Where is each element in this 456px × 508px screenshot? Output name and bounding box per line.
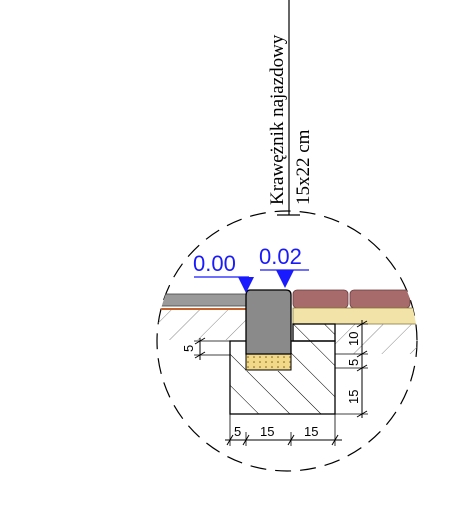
curb-label-name: Krawężnik najazdowy — [267, 34, 288, 205]
curb — [245, 289, 292, 355]
paver-row — [292, 289, 417, 309]
dimension-right-vertical: 10 5 15 — [335, 320, 368, 418]
paver — [411, 289, 417, 309]
paver — [292, 289, 349, 309]
curb-label-size: 15x22 cm — [293, 129, 314, 205]
sand-bed — [292, 307, 417, 325]
right-subbase — [335, 324, 417, 354]
dimension-bottom-horizontal: 5 15 15 — [225, 414, 342, 446]
level-marker-left: 0.00 — [193, 251, 254, 293]
paver — [349, 289, 411, 309]
level-right-triangle — [276, 270, 294, 288]
curb-label: Krawężnik najazdowy 15x22 cm — [267, 0, 314, 216]
level-left-triangle — [238, 277, 254, 293]
level-left-value: 0.00 — [193, 251, 236, 276]
dim-bottom-15-left: 15 — [260, 424, 274, 439]
mortar-texture — [246, 354, 291, 370]
dim-bottom-15-right: 15 — [304, 424, 318, 439]
dim-right-5: 5 — [346, 359, 361, 366]
dim-right-10: 10 — [346, 332, 361, 346]
left-subbase — [157, 310, 248, 340]
dim-right-15: 15 — [346, 390, 361, 404]
dimension-left-vertical: 5 — [181, 337, 230, 360]
level-marker-right: 0.02 — [259, 244, 309, 288]
dim-bottom-5: 5 — [234, 424, 241, 439]
section-content — [157, 289, 417, 415]
dim-left-5: 5 — [181, 345, 196, 352]
level-right-value: 0.02 — [259, 244, 302, 269]
